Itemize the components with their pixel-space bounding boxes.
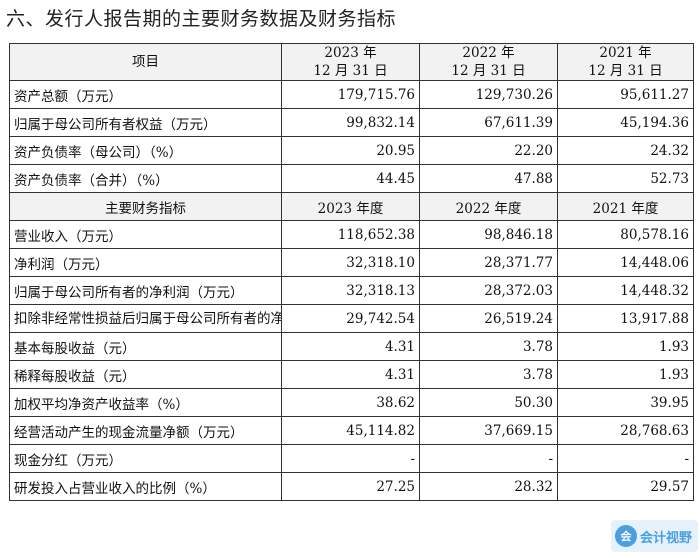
table-row: 加权平均净资产收益率（%） 38.62 50.30 39.95 (9, 388, 694, 417)
row-value: 118,652.38 (281, 220, 420, 249)
table-row: 基本每股收益（元） 4.31 3.78 1.93 (9, 332, 694, 361)
row-value: 44.45 (281, 164, 420, 193)
header-year: 2022 年 12 月 31 日 (419, 43, 558, 81)
table-row: 资产总额（万元） 179,715.76 129,730.26 95,611.27 (9, 80, 694, 109)
row-value: 22.20 (419, 136, 558, 165)
row-value: 1.93 (557, 360, 694, 389)
header-item: 项目 (9, 43, 282, 81)
row-value: 37,669.15 (419, 416, 558, 445)
table-row: 研发投入占营业收入的比例（%） 27.25 28.32 29.57 (9, 472, 694, 501)
row-label: 净利润（万元） (9, 248, 282, 277)
page-title: 六、发行人报告期的主要财务数据及财务指标 (6, 8, 397, 30)
row-label: 稀释每股收益（元） (9, 360, 282, 389)
row-value: 32,318.13 (281, 276, 420, 305)
table-row: 现金分红（万元） - - - (9, 444, 694, 473)
row-label: 资产负债率（合并）（%） (9, 164, 282, 193)
header-period: 2023 年度 (281, 192, 420, 221)
row-value: - (419, 444, 558, 473)
watermark-logo: 会 会计视野 (610, 520, 698, 552)
table-row: 归属于母公司所有者权益（万元） 99,832.14 67,611.39 45,194.… (9, 108, 694, 137)
row-label: 经营活动产生的现金流量净额（万元） (9, 416, 282, 445)
row-label: 资产负债率（母公司）（%） (9, 136, 282, 165)
row-label: 研发投入占营业收入的比例（%） (9, 472, 282, 501)
row-value: 1.93 (557, 332, 694, 361)
row-value: 29.57 (557, 472, 694, 501)
header-item: 主要财务指标 (9, 192, 282, 221)
row-value: 14,448.06 (557, 248, 694, 277)
header-year: 2023 年 12 月 31 日 (281, 43, 420, 81)
row-value: 50.30 (419, 388, 558, 417)
header-period: 2021 年度 (557, 192, 694, 221)
row-value: 39.95 (557, 388, 694, 417)
row-value: 28,372.03 (419, 276, 558, 305)
row-label: 资产总额（万元） (9, 80, 282, 109)
table-row: 归属于母公司所有者的净利润（万元） 32,318.13 28,372.03 14,44… (9, 276, 694, 305)
logo-icon: 会 (614, 525, 637, 547)
financial-table: 项目 2023 年 12 月 31 日 2022 年 12 月 31 日 2021 … (9, 43, 694, 501)
table-row: 净利润（万元） 32,318.10 28,371.77 14,448.06 (9, 248, 694, 277)
row-value: 99,832.14 (281, 108, 420, 137)
row-value: 20.95 (281, 136, 420, 165)
row-value: 80,578.16 (557, 220, 694, 249)
header-period: 2022 年度 (419, 192, 558, 221)
table-row: 经营活动产生的现金流量净额（万元） 45,114.82 37,669.15 28,76… (9, 416, 694, 445)
table-row: 营业收入（万元） 118,652.38 98,846.18 80,578.16 (9, 220, 694, 249)
row-value: 3.78 (419, 360, 558, 389)
indicator-header-row: 主要财务指标 2023 年度 2022 年度 2021 年度 (9, 192, 694, 221)
row-label: 加权平均净资产收益率（%） (9, 388, 282, 417)
row-value: 4.31 (281, 332, 420, 361)
row-value: 13,917.88 (557, 304, 694, 333)
table-row: 资产负债率（母公司）（%） 20.95 22.20 24.32 (9, 136, 694, 165)
row-value: 28.32 (419, 472, 558, 501)
table-row: 稀释每股收益（元） 4.31 3.78 1.93 (9, 360, 694, 389)
row-value: 95,611.27 (557, 80, 694, 109)
row-value: 67,611.39 (419, 108, 558, 137)
row-label: 归属于母公司所有者权益（万元） (9, 108, 282, 137)
row-value: 27.25 (281, 472, 420, 501)
row-value: 38.62 (281, 388, 420, 417)
row-label: 营业收入（万元） (9, 220, 282, 249)
header-year: 2021 年 12 月 31 日 (557, 43, 694, 81)
row-value: 47.88 (419, 164, 558, 193)
table-row: 扣除非经常性损益后归属于母公司所有者的净利润（万元）29,742.5426,51… (9, 304, 694, 333)
row-value: 179,715.76 (281, 80, 420, 109)
row-value: 32,318.10 (281, 248, 420, 277)
row-value: 28,371.77 (419, 248, 558, 277)
row-value: 52.73 (557, 164, 694, 193)
row-value: - (557, 444, 694, 473)
row-label: 扣除非经常性损益后归属于母公司所有者的净利润（万元） (9, 304, 282, 333)
table-header-row: 项目 2023 年 12 月 31 日 2022 年 12 月 31 日 2021 … (9, 43, 694, 81)
watermark-text: 会计视野 (639, 530, 692, 546)
row-value: 28,768.63 (557, 416, 694, 445)
row-value: 129,730.26 (419, 80, 558, 109)
row-value: 3.78 (419, 332, 558, 361)
row-value: 29,742.54 (281, 304, 420, 333)
row-value: - (281, 444, 420, 473)
row-label: 归属于母公司所有者的净利润（万元） (9, 276, 282, 305)
table-row: 资产负债率（合并）（%） 44.45 47.88 52.73 (9, 164, 694, 193)
row-label: 基本每股收益（元） (9, 332, 282, 361)
row-value: 4.31 (281, 360, 420, 389)
row-value: 98,846.18 (419, 220, 558, 249)
row-value: 14,448.32 (557, 276, 694, 305)
row-value: 26,519.24 (419, 304, 558, 333)
row-value: 24.32 (557, 136, 694, 165)
row-value: 45,114.82 (281, 416, 420, 445)
row-label: 现金分红（万元） (9, 444, 282, 473)
row-value: 45,194.36 (557, 108, 694, 137)
